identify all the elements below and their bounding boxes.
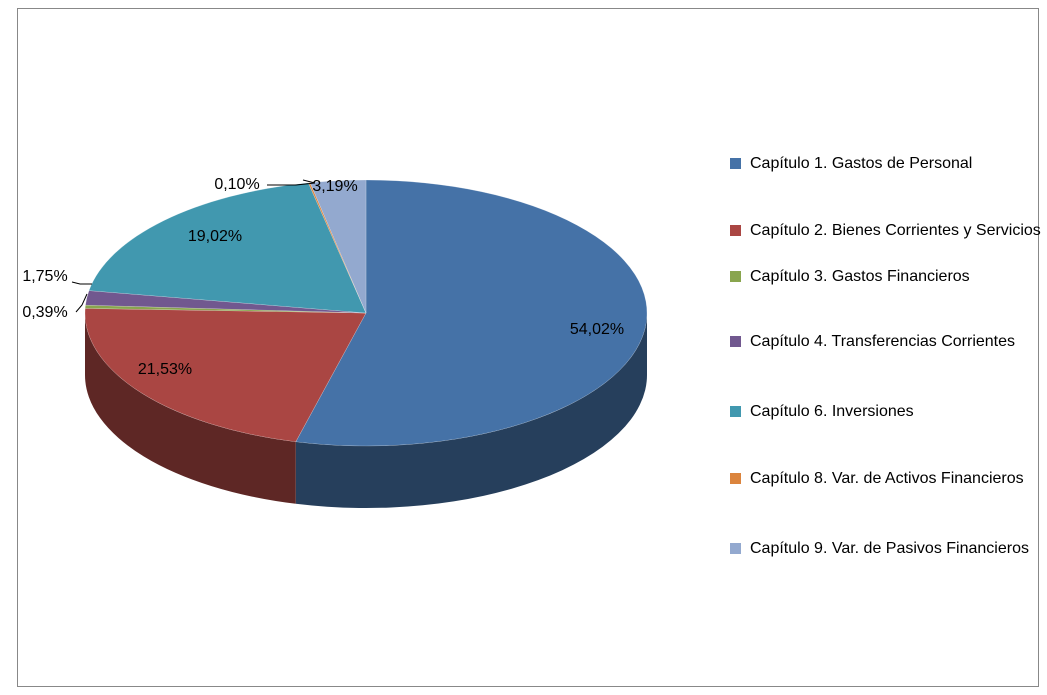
legend-label: Capítulo 1. Gastos de Personal xyxy=(750,155,973,172)
slice xyxy=(85,290,367,314)
legend-item: Capítulo 3. Gastos Financieros xyxy=(730,263,1047,290)
legend-label: Capítulo 2. Bienes Corrientes y Servicio… xyxy=(750,222,1041,239)
legend-item: Capítulo 8. Var. de Activos Financieros xyxy=(730,465,1047,492)
slice-side xyxy=(295,313,647,509)
legend-item: Capítulo 6. Inversiones xyxy=(730,398,1047,425)
legend-swatch xyxy=(730,543,741,554)
slice xyxy=(88,182,367,314)
legend-swatch xyxy=(730,225,741,236)
slice xyxy=(84,308,367,443)
legend-item: Capítulo 9. Var. de Pasivos Financieros xyxy=(730,535,1047,562)
legend-label: Capítulo 8. Var. de Activos Financieros xyxy=(750,470,1024,487)
data-label: 0,10% xyxy=(214,176,259,193)
slice xyxy=(307,182,367,314)
legend-label: Capítulo 9. Var. de Pasivos Financieros xyxy=(750,540,1029,557)
legend-swatch xyxy=(730,473,741,484)
slice xyxy=(309,179,367,314)
leader-lines xyxy=(71,179,316,313)
data-label: 19,02% xyxy=(188,228,242,245)
legend-item: Capítulo 4. Transferencias Corrientes xyxy=(730,328,1047,355)
legend-swatch xyxy=(730,336,741,347)
legend-swatch xyxy=(730,158,741,169)
data-label: 3,19% xyxy=(312,178,357,195)
legend-swatch xyxy=(730,271,741,282)
data-label: 0,39% xyxy=(22,304,67,321)
legend-item: Capítulo 1. Gastos de Personal xyxy=(730,150,1047,177)
slice xyxy=(84,304,367,314)
legend-label: Capítulo 3. Gastos Financieros xyxy=(750,268,970,285)
slice-side xyxy=(85,313,296,504)
data-label: 21,53% xyxy=(138,361,192,378)
legend-label: Capítulo 6. Inversiones xyxy=(750,403,914,420)
legend-item: Capítulo 2. Bienes Corrientes y Servicio… xyxy=(730,217,1047,244)
legend-swatch xyxy=(730,406,741,417)
legend-label: Capítulo 4. Transferencias Corrientes xyxy=(750,333,1016,350)
data-label: 1,75% xyxy=(22,268,67,285)
pie xyxy=(84,179,648,509)
data-label: 54,02% xyxy=(570,321,624,338)
slice xyxy=(295,179,648,447)
